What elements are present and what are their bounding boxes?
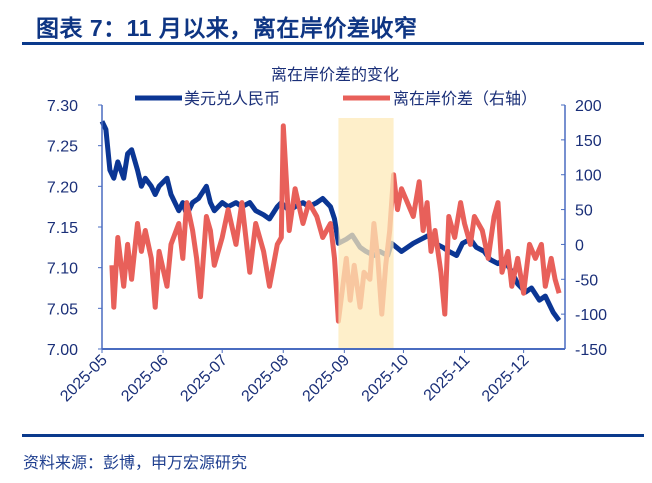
- right-tick-label: 150: [575, 133, 602, 150]
- x-tick-label: 2025-08: [239, 352, 293, 406]
- right-tick-label: -100: [575, 307, 607, 324]
- left-tick-label: 7.15: [47, 220, 78, 237]
- legend-label-spread: 离在岸价差（右轴）: [393, 90, 537, 108]
- left-tick-label: 7.05: [47, 301, 78, 318]
- right-tick-label: 0: [575, 237, 584, 254]
- bottom-rule: [22, 434, 644, 437]
- x-tick-label: 2025-06: [118, 352, 172, 406]
- chart-title: 离在岸价差的变化: [271, 66, 399, 84]
- series-line-usdcny: [99, 120, 562, 322]
- right-tick-label: 200: [575, 98, 602, 115]
- x-tick-label: 2025-12: [479, 352, 533, 406]
- top-rule: [22, 42, 644, 45]
- legend: 美元兑人民币 离在岸价差（右轴）: [135, 90, 537, 108]
- legend-label-usdcny: 美元兑人民币: [184, 90, 280, 108]
- right-tick-label: -150: [575, 342, 607, 359]
- x-tick-label: 2025-09: [300, 352, 354, 406]
- figure-title: 图表 7：11 月以来，离在岸价差收窄: [36, 15, 418, 41]
- left-tick-label: 7.10: [47, 261, 78, 278]
- left-tick-label: 7.20: [47, 179, 78, 196]
- source-note: 资料来源：彭博，申万宏源研究: [23, 455, 248, 472]
- right-tick-label: -50: [575, 272, 598, 289]
- right-tick-label: 50: [575, 203, 593, 220]
- x-tick-label: 2025-07: [177, 352, 231, 406]
- x-tick-label: 2025-05: [57, 352, 111, 406]
- left-tick-label: 7.25: [47, 139, 78, 156]
- right-tick-label: 100: [575, 168, 602, 185]
- x-tick-label: 2025-10: [359, 352, 413, 406]
- highlight-band: [338, 118, 394, 349]
- left-tick-label: 7.00: [47, 342, 78, 359]
- left-tick-label: 7.30: [47, 98, 78, 115]
- x-tick-label: 2025-11: [421, 352, 474, 405]
